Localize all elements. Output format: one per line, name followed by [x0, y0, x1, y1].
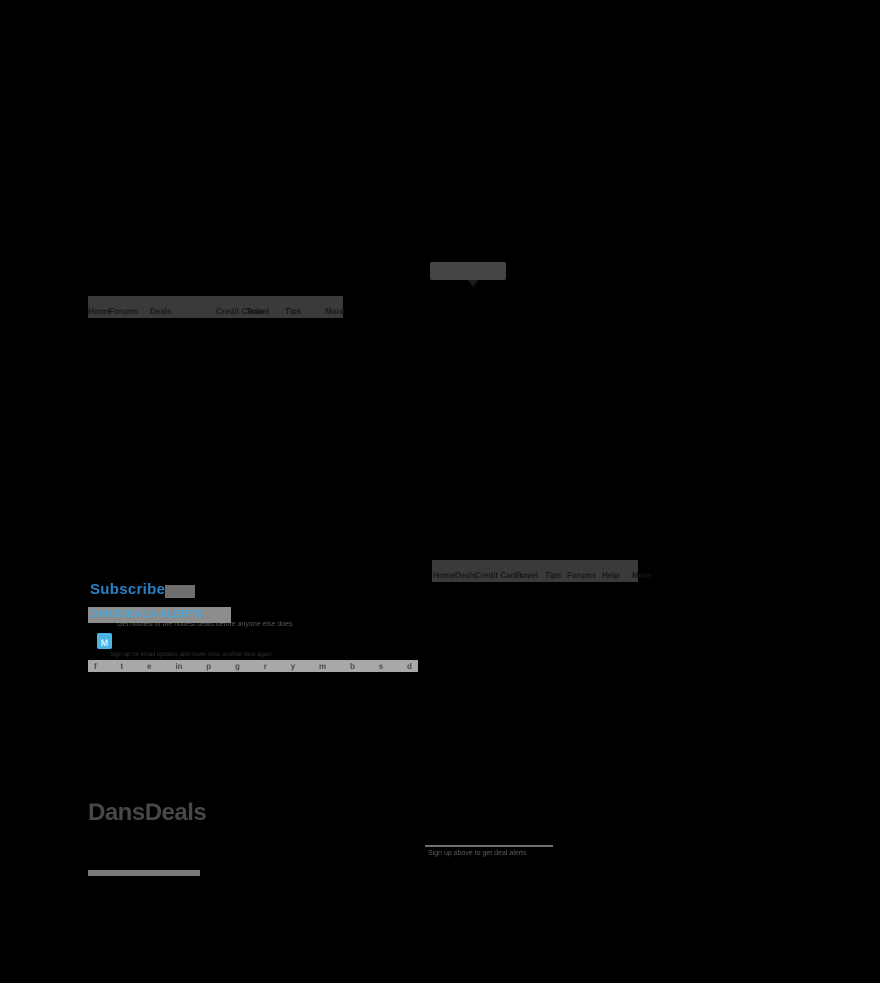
subscribe-fineprint: Sign up for email updates and never miss…: [110, 652, 272, 658]
social-icons-bar[interactable]: f t e in p g r y m b s d: [88, 660, 418, 672]
social-icon[interactable]: g: [235, 662, 240, 671]
nav-item[interactable]: Travel: [515, 571, 539, 580]
heading-highlight: [165, 585, 195, 598]
nav-item[interactable]: Deals: [150, 307, 172, 316]
secondary-navbar: Home Deals Credit Cards Travel Tips Foru…: [432, 560, 651, 582]
tooltip-box: [430, 262, 506, 280]
nav-item[interactable]: More: [325, 307, 345, 316]
site-logo[interactable]: DansDeals: [88, 799, 207, 826]
footer-bar: [88, 870, 200, 876]
mail-badge-icon[interactable]: M: [97, 633, 112, 649]
nav-item[interactable]: Forums: [567, 571, 597, 580]
photo-caption: Sign up above to get deal alerts: [428, 850, 527, 857]
subscribe-heading: Subscribe: [90, 581, 166, 598]
social-icon[interactable]: p: [206, 662, 212, 671]
social-icon[interactable]: b: [349, 662, 355, 671]
promo-subtext: Get notified of the hottest deals before…: [117, 621, 293, 628]
nav-item[interactable]: Tips: [285, 307, 302, 316]
mail-badge-glyph: M: [100, 638, 109, 648]
social-icon[interactable]: t: [120, 662, 124, 671]
primary-navbar: Home Forums Deals Credit Cards Travel Ti…: [88, 296, 345, 318]
social-icon[interactable]: y: [290, 662, 296, 671]
nav-item[interactable]: Help: [602, 571, 620, 580]
nav-item[interactable]: Credit Cards: [216, 307, 265, 316]
nav-item[interactable]: Travel: [246, 307, 270, 316]
promo-link[interactable]: DANSDEALS-ALERTS: [88, 607, 231, 623]
nav-item[interactable]: Tips: [545, 571, 562, 580]
nav-item[interactable]: Deals: [455, 571, 477, 580]
nav-item[interactable]: Credit Cards: [475, 571, 524, 580]
caption-divider: [425, 845, 553, 847]
social-icon[interactable]: f: [94, 662, 97, 671]
social-icon[interactable]: m: [319, 662, 327, 671]
social-icon[interactable]: r: [263, 662, 267, 671]
social-icon[interactable]: in: [175, 662, 183, 671]
nav-item[interactable]: More: [632, 571, 652, 580]
nav-item[interactable]: Home: [88, 307, 111, 316]
social-icon[interactable]: e: [147, 662, 152, 671]
cursor-icon: [468, 280, 478, 287]
nav-item[interactable]: Forums: [109, 307, 139, 316]
social-icon[interactable]: d: [407, 662, 412, 671]
social-icon[interactable]: s: [378, 662, 384, 671]
nav-item[interactable]: Home: [433, 571, 456, 580]
